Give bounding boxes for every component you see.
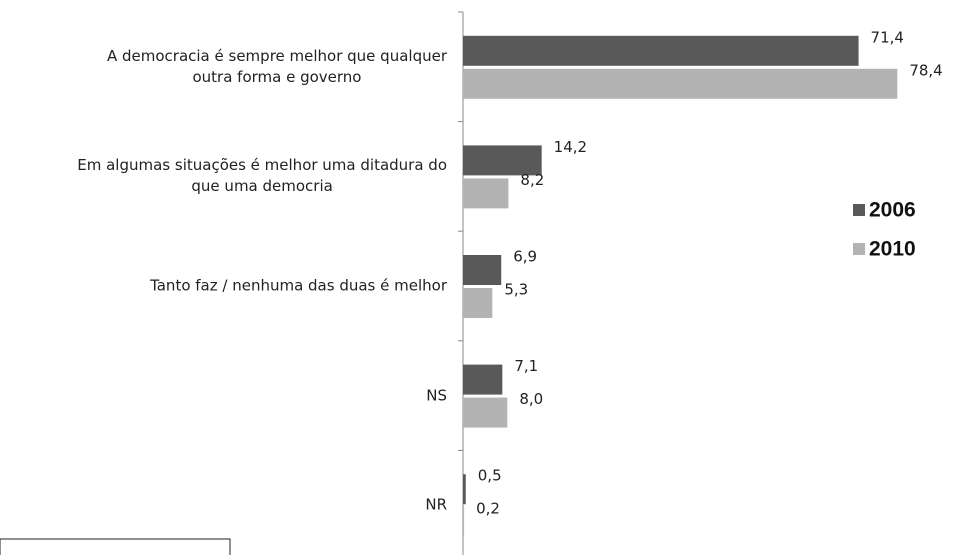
bar [463,507,465,538]
note-box [0,538,231,555]
value-label: 78,4 [909,61,942,79]
bar [463,145,542,176]
bar [463,474,466,505]
category-label: NS [426,386,447,405]
bar [463,178,509,209]
legend-swatch [853,204,865,216]
bar [463,68,898,99]
value-label: 0,2 [476,500,500,518]
bar [463,35,859,66]
value-label: 6,9 [513,248,537,266]
category-label: A democracia é sempre melhor que qualque… [106,46,447,86]
value-label: 0,5 [478,467,502,485]
category-label: Tanto faz / nenhuma das duas é melhor [150,276,447,295]
value-label: 8,2 [520,171,544,189]
value-label: 8,0 [519,390,543,408]
value-label: 7,1 [514,357,538,375]
category-label: Em algumas situações é melhor uma ditadu… [77,156,447,196]
value-label: 71,4 [871,28,904,46]
value-label: 5,3 [504,281,528,299]
bar [463,397,508,428]
value-label: 14,2 [554,138,587,156]
legend-swatch [853,243,865,255]
category-label: NR [425,495,447,514]
legend-label: 2010 [869,238,916,261]
bar [463,288,493,318]
bar [463,364,503,395]
bar [463,255,502,285]
legend-label: 2006 [869,199,916,222]
